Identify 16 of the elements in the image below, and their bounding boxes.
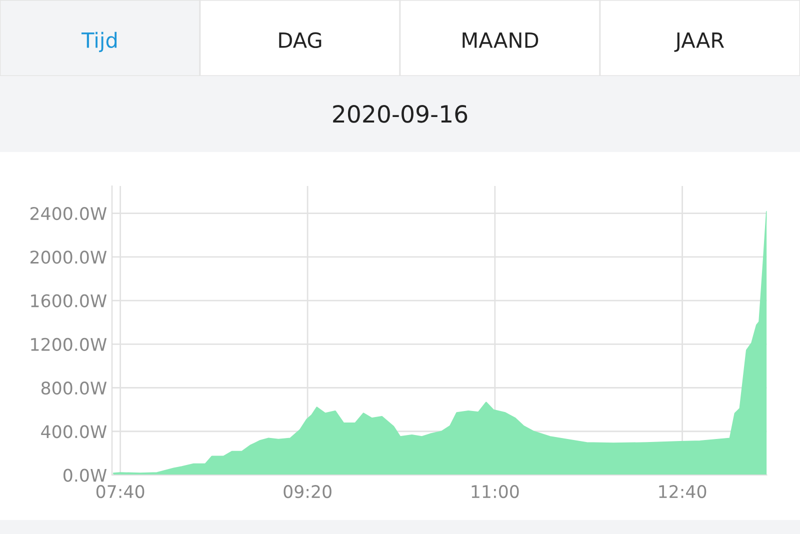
y-tick-label: 1200.0W <box>31 338 107 351</box>
y-tick-label: 2000.0W <box>30 250 107 264</box>
y-tick-label: 2400.0W <box>30 206 107 220</box>
x-tick-label: 07:40 <box>96 485 144 498</box>
y-tick-label: 400.0W <box>41 425 107 438</box>
text: Tijd <box>82 32 117 52</box>
text: MAAND <box>462 32 538 48</box>
y-tick-label: 1600.0W <box>31 294 107 308</box>
x-tick-label: 09:20 <box>284 485 332 498</box>
text: JAAR <box>674 32 724 52</box>
chart-title: 2020-09-16 <box>333 104 468 123</box>
y-tick-label: 800.0W <box>41 381 107 395</box>
text: DAG <box>279 32 322 48</box>
y-tick-label: 0.0W <box>64 468 107 482</box>
x-tick-label: 12:40 <box>659 485 706 498</box>
x-tick-label: 11:00 <box>472 485 519 498</box>
